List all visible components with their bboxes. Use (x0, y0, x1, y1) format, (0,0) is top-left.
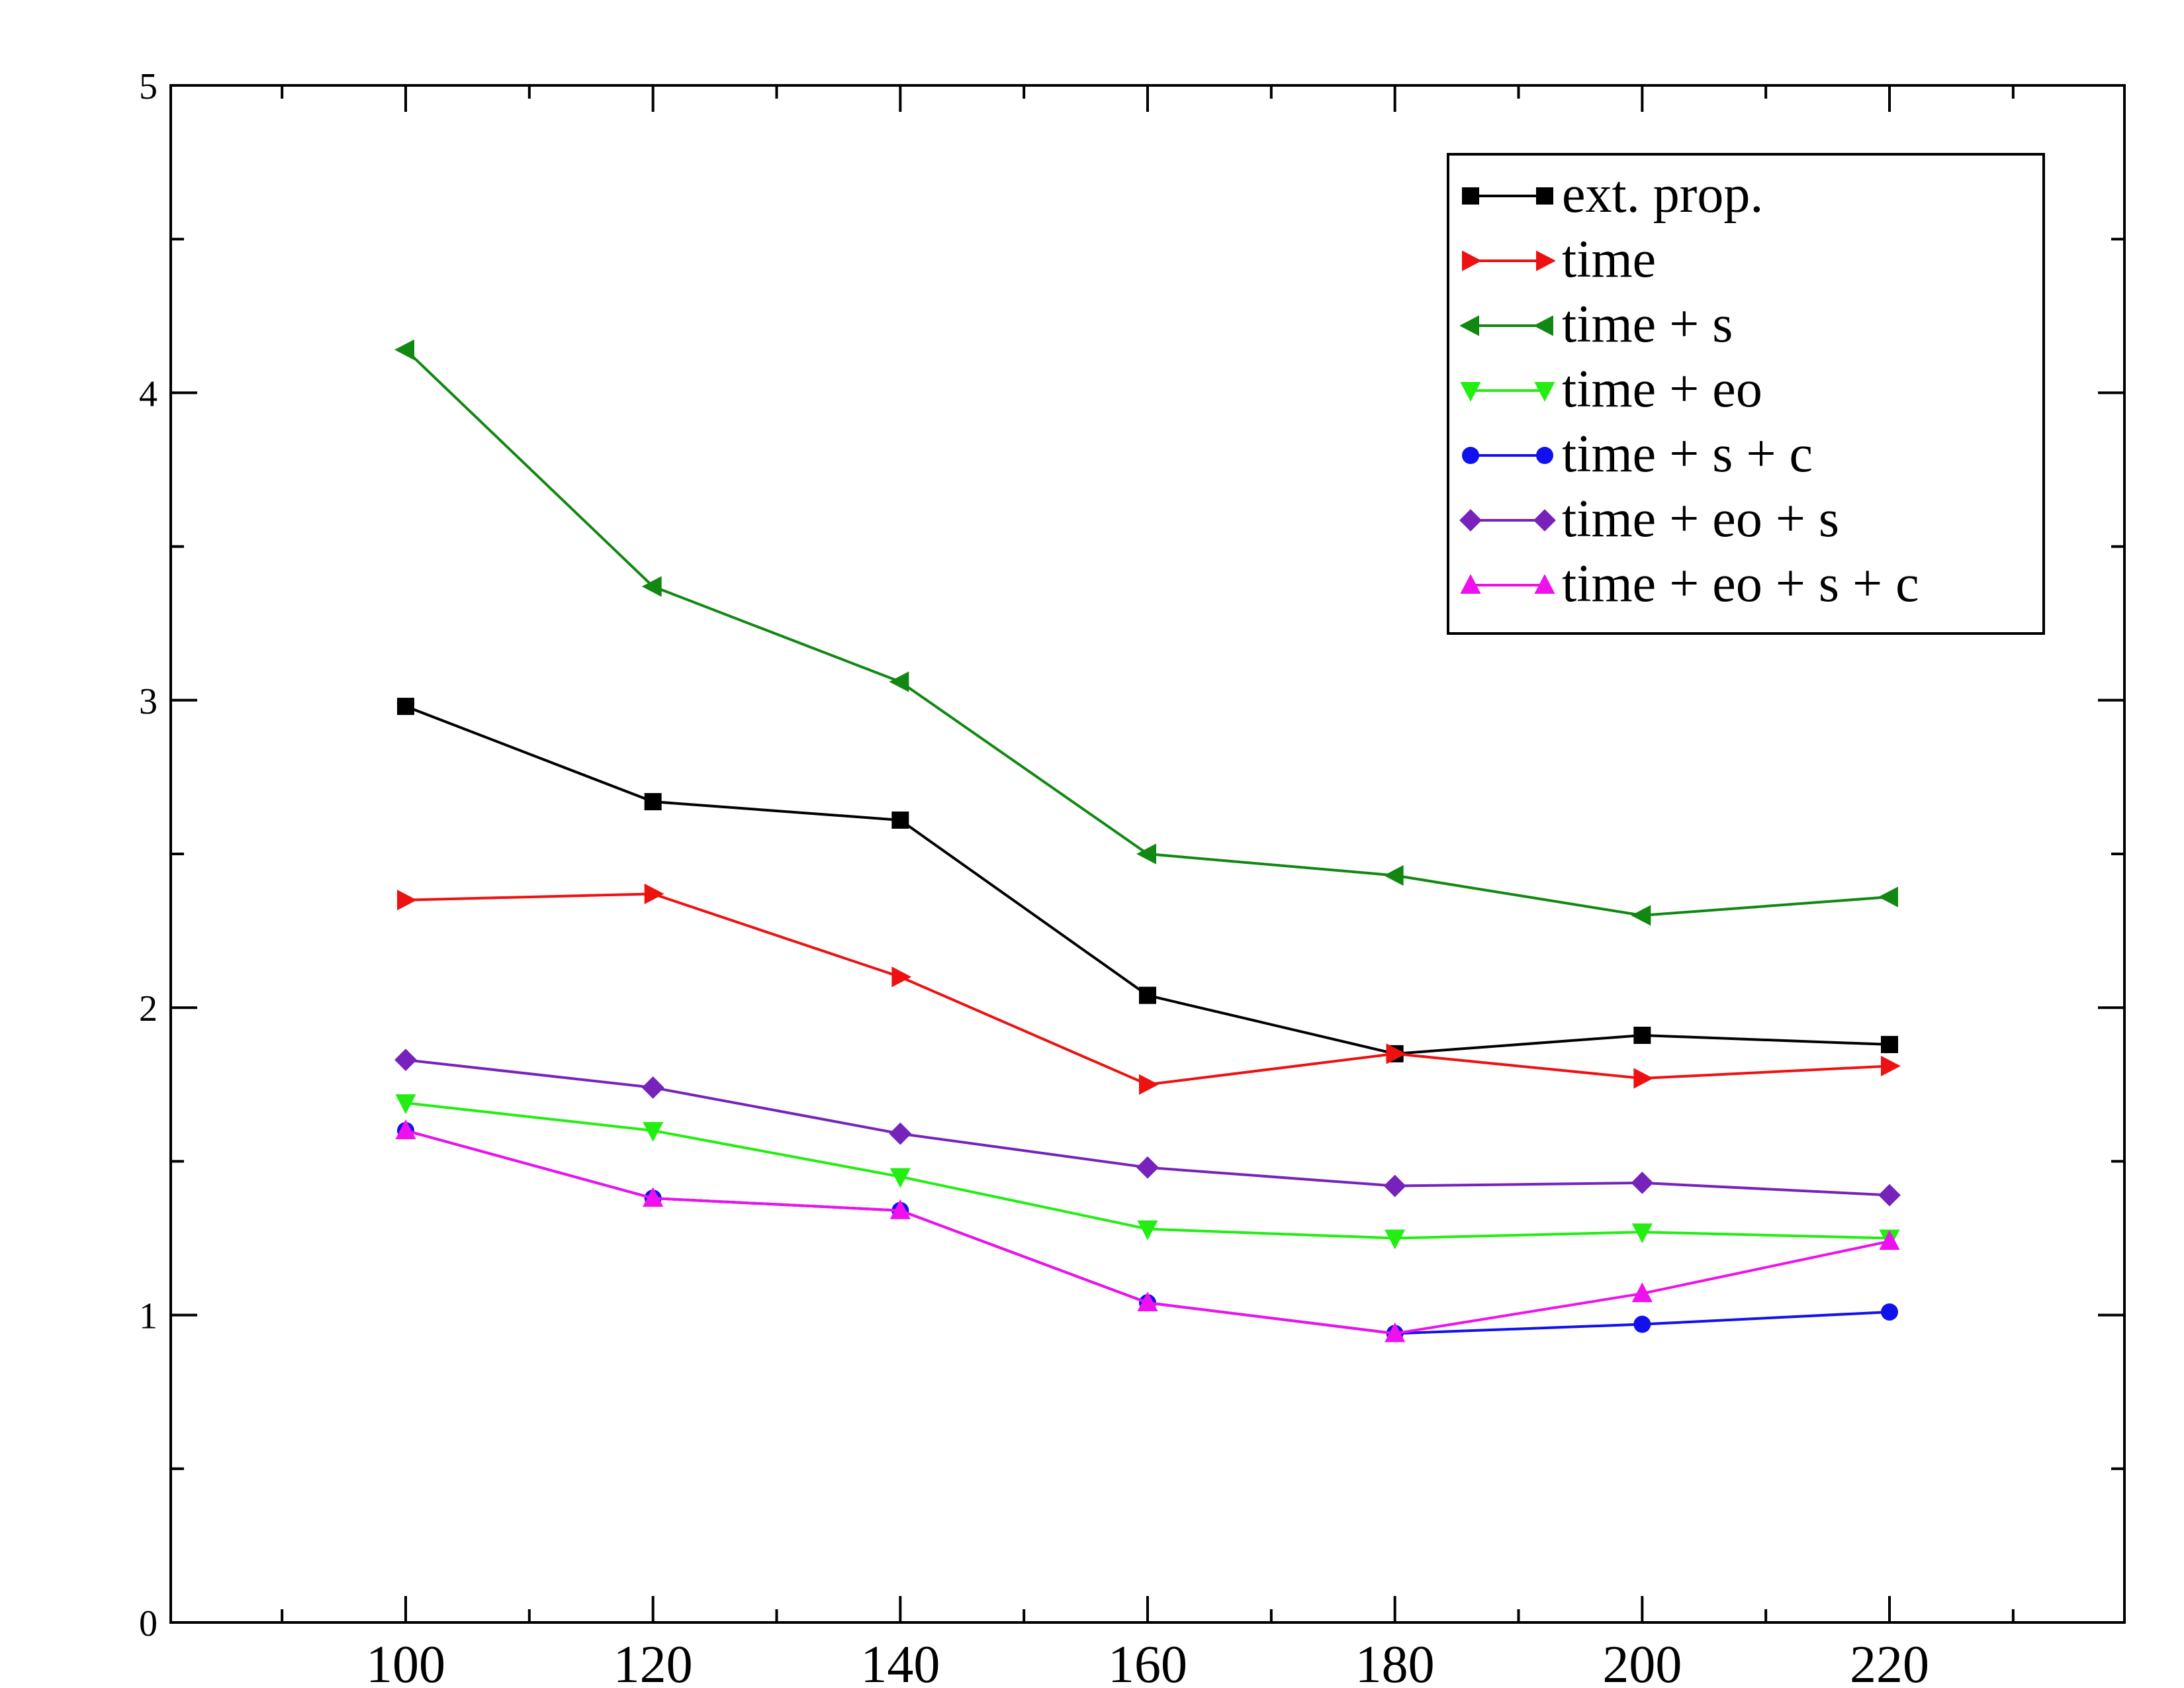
x-tick-label: 140 (860, 1636, 940, 1688)
legend-swatch-marker (1533, 315, 1553, 336)
data-point (1878, 1184, 1901, 1207)
series-2 (394, 339, 1899, 926)
data-point (1631, 905, 1651, 926)
legend-swatch-marker (1536, 187, 1553, 205)
data-point (394, 1049, 417, 1072)
legend-item: time + eo + s (1459, 490, 1839, 548)
data-point (641, 1076, 664, 1099)
y-tick-label: 0 (139, 1603, 158, 1644)
x-tick-labels: 100 120 140 160 180 200 220 (366, 1636, 1929, 1688)
x-tick-label: 180 (1355, 1636, 1435, 1688)
x-tick-label: 160 (1108, 1636, 1187, 1688)
data-point (643, 1121, 664, 1142)
legend-swatch-marker (1534, 574, 1555, 594)
data-point (889, 671, 909, 692)
data-point (1633, 1068, 1654, 1089)
data-point (1385, 1322, 1406, 1342)
data-point (1139, 986, 1156, 1004)
data-point (395, 1119, 416, 1139)
legend-item: time + s (1459, 295, 1733, 353)
data-point (643, 1187, 664, 1207)
data-point (891, 811, 909, 829)
legend-label: time (1562, 230, 1656, 289)
data-point (1631, 1223, 1653, 1244)
legend-item: time (1462, 230, 1656, 289)
legend-label: time + eo + s + c (1562, 555, 1919, 613)
data-point (1139, 1074, 1159, 1095)
data-point (396, 890, 417, 911)
data-point (1137, 1291, 1158, 1312)
legend-swatch-marker (1459, 509, 1482, 532)
y-tick-labels: 0 1 2 3 4 5 (139, 66, 158, 1644)
legend-swatch-marker (1533, 509, 1556, 532)
data-point (394, 339, 414, 360)
data-point (1878, 886, 1899, 908)
x-tick-label: 120 (614, 1636, 693, 1688)
series-5 (394, 1049, 1901, 1207)
series-3 (395, 1094, 1900, 1250)
legend-swatch-marker (1462, 250, 1482, 271)
series-layer (394, 339, 1901, 1342)
data-point (1386, 1043, 1406, 1064)
x-tick-label: 220 (1850, 1636, 1929, 1688)
data-point (1879, 1230, 1900, 1250)
y-tick-label: 2 (139, 988, 158, 1029)
legend-swatch-marker (1462, 447, 1479, 464)
data-point (1383, 865, 1404, 886)
legend-swatch-marker (1460, 574, 1481, 594)
y-tick-label: 5 (139, 66, 158, 107)
legend: ext. prop. time time + s time + eo time + s … (1447, 153, 2045, 635)
data-point (644, 883, 664, 904)
legend-swatch-marker (1462, 187, 1479, 205)
data-point (889, 1199, 911, 1219)
legend-label: time + s + c (1562, 425, 1813, 483)
legend-item: ext. prop. (1462, 165, 1763, 224)
data-point (1137, 1220, 1158, 1241)
legend-label: time + eo (1562, 360, 1762, 418)
legend-item: time + s + c (1462, 425, 1813, 483)
data-point (891, 966, 912, 988)
y-tick-label: 4 (139, 373, 158, 414)
data-point (1136, 1156, 1159, 1179)
x-tick-label: 100 (366, 1636, 445, 1688)
data-point (644, 793, 662, 811)
legend-swatch-marker (1536, 447, 1553, 464)
data-point (396, 698, 414, 716)
data-point (395, 1094, 416, 1115)
data-point (1385, 1229, 1406, 1250)
data-point (1136, 843, 1156, 865)
data-point (1631, 1172, 1654, 1194)
data-point (1881, 1035, 1899, 1053)
legend-label: time + eo + s (1562, 490, 1839, 548)
data-point (641, 576, 662, 597)
data-point (889, 1122, 912, 1145)
data-point (1383, 1174, 1406, 1197)
data-point (1633, 1315, 1651, 1333)
x-tick-label: 200 (1602, 1636, 1682, 1688)
legend-item: time + eo (1460, 360, 1762, 418)
legend-items: ext. prop. time time + s time + eo time + s … (1459, 165, 1919, 613)
legend-item: time + eo + s + c (1460, 555, 1919, 613)
y-tick-label: 1 (139, 1296, 158, 1337)
legend-swatch-marker (1460, 382, 1481, 402)
legend-label: ext. prop. (1562, 165, 1763, 224)
series-1 (396, 883, 1901, 1095)
series-6 (395, 1119, 1900, 1342)
data-point (1881, 1055, 1901, 1077)
legend-swatch-marker (1536, 250, 1556, 271)
data-point (1881, 1303, 1899, 1321)
data-point (1631, 1282, 1653, 1303)
legend-swatch-marker (1459, 315, 1479, 336)
data-point (889, 1168, 911, 1188)
plot-frame (169, 84, 2126, 1624)
data-point (1633, 1026, 1651, 1044)
minor-ticks (171, 85, 2124, 1622)
legend-label: time + s (1562, 295, 1733, 353)
legend-swatch-marker (1534, 382, 1555, 402)
y-tick-label: 3 (139, 681, 158, 722)
